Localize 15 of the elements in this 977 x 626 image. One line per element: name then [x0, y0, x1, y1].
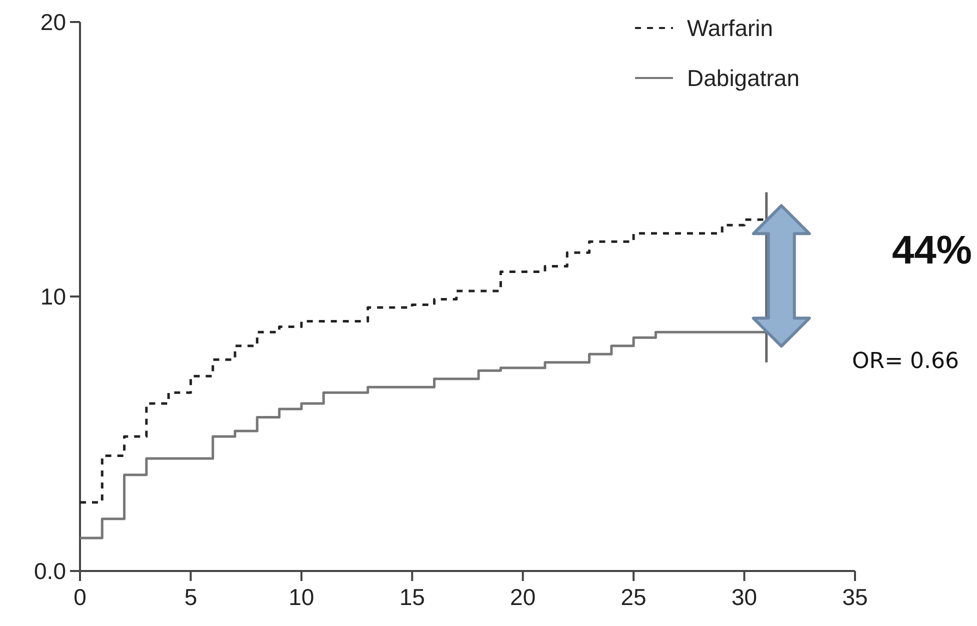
legend-label: Warfarin	[687, 15, 774, 42]
y-tick-label: 0.0	[34, 558, 66, 584]
x-tick-label: 30	[731, 584, 758, 610]
x-tick-label: 0	[74, 584, 86, 610]
x-tick-label: 5	[184, 584, 198, 610]
x-tick-label: 10	[288, 584, 314, 610]
x-tick-label: 35	[842, 584, 868, 610]
text: 44%	[892, 228, 972, 273]
x-tick-label: 20	[510, 584, 536, 610]
y-tick-label: 10	[40, 284, 66, 310]
legend-label: Dabigatran	[687, 65, 800, 92]
y-tick-label: 20	[40, 9, 66, 36]
x-tick-label: 15	[399, 584, 425, 610]
annotation: OR= 0.66	[852, 348, 959, 374]
x-tick-label: 25	[620, 584, 646, 610]
